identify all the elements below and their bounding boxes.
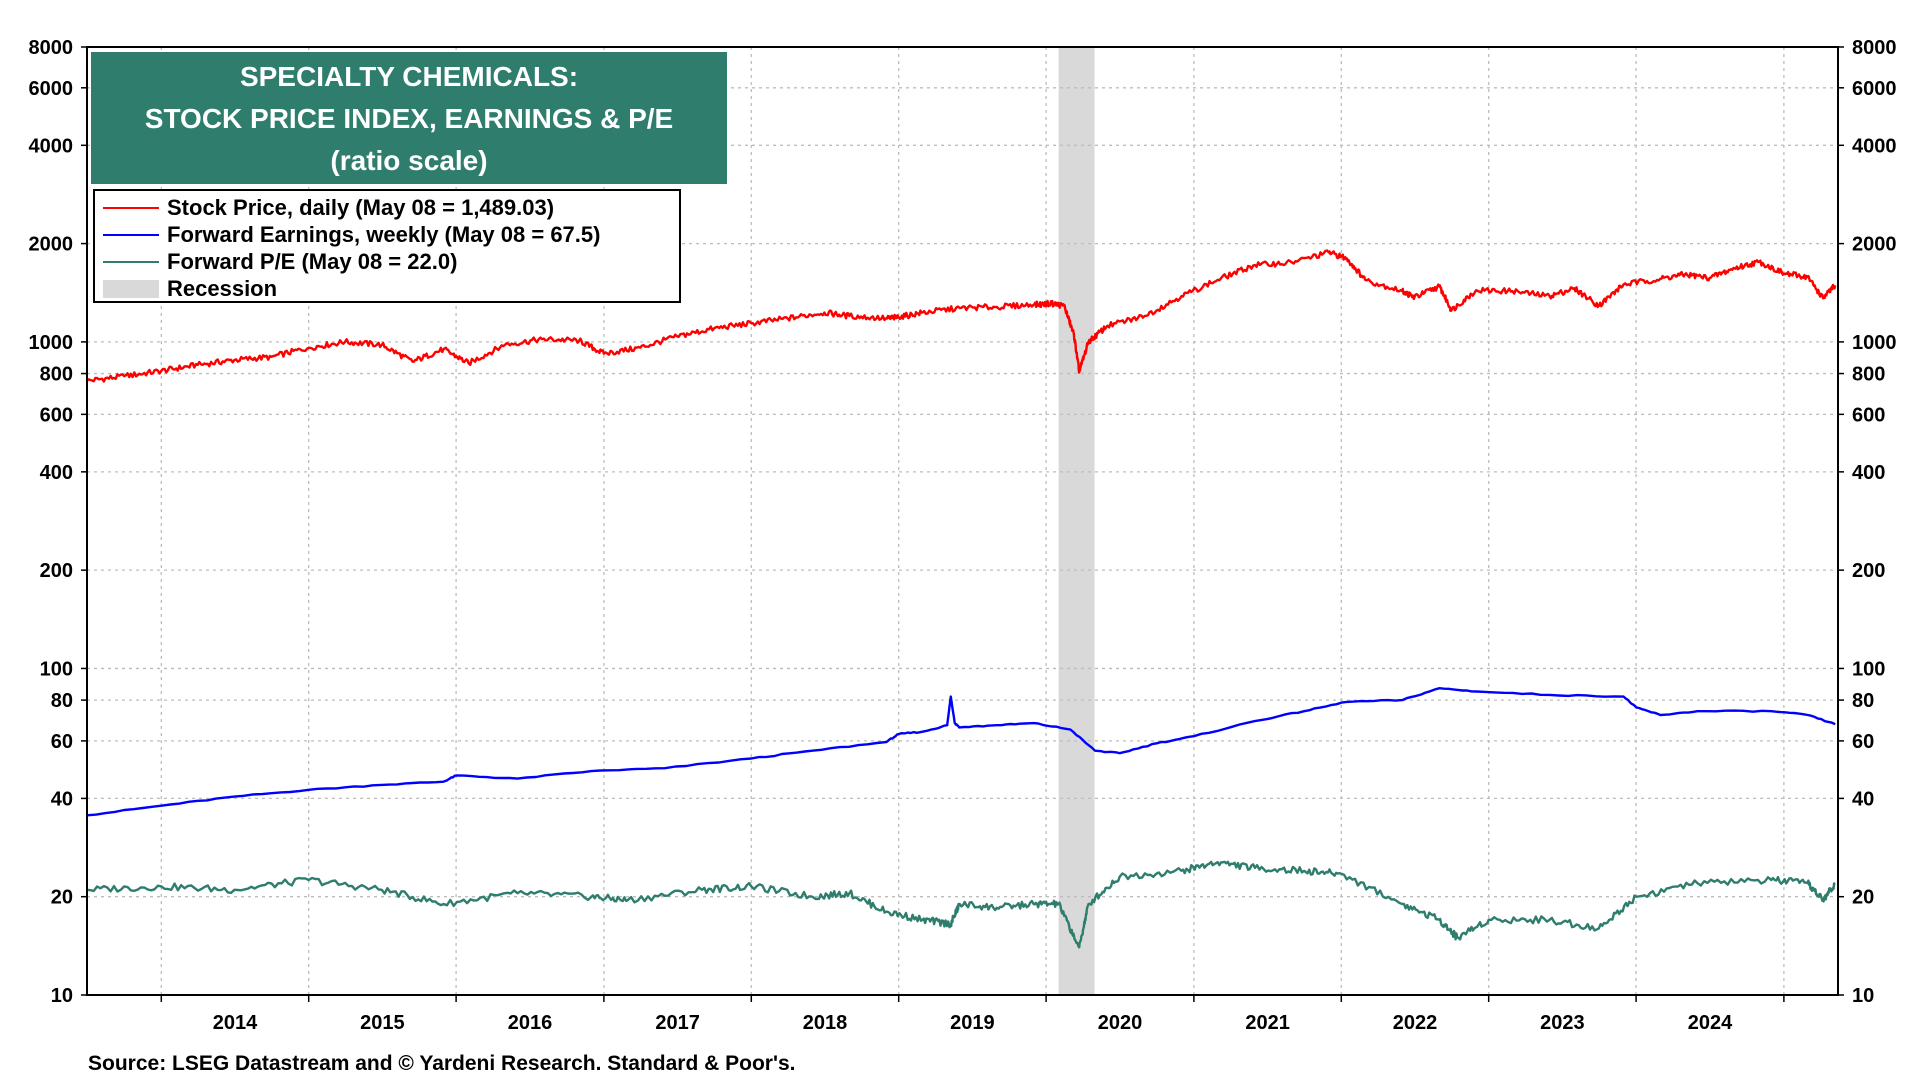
y-tick-label-left: 1000 bbox=[29, 332, 74, 354]
chart-title-line-1: SPECIALTY CHEMICALS: bbox=[239, 61, 579, 92]
chart-title-line-2: STOCK PRICE INDEX, EARNINGS & P/E bbox=[144, 103, 674, 134]
x-tick-label: 2014 bbox=[213, 1012, 258, 1034]
legend: Stock Price, daily (May 08 = 1,489.03) F… bbox=[93, 189, 681, 303]
x-tick-label: 2020 bbox=[1098, 1012, 1143, 1034]
legend-swatch-recession bbox=[103, 279, 159, 298]
legend-item-stock-price: Stock Price, daily (May 08 = 1,489.03) bbox=[103, 194, 671, 221]
y-tick-label-right: 40 bbox=[1852, 788, 1874, 810]
series-line-forward-pe bbox=[86, 860, 1836, 949]
y-tick-label-right: 600 bbox=[1852, 404, 1885, 426]
legend-swatch-forward-pe bbox=[103, 260, 159, 263]
y-tick-label-right: 8000 bbox=[1852, 37, 1897, 59]
plot-frame bbox=[86, 46, 1839, 996]
source-note: Source: LSEG Datastream and © Yardeni Re… bbox=[88, 1052, 796, 1075]
x-tick-label: 2021 bbox=[1245, 1012, 1290, 1034]
y-tick-label-right: 200 bbox=[1852, 560, 1885, 582]
y-tick-label-left: 80 bbox=[51, 690, 73, 712]
legend-item-recession: Recession bbox=[103, 275, 671, 302]
x-tick-label: 2018 bbox=[803, 1012, 848, 1034]
chart-title: SPECIALTY CHEMICALS: STOCK PRICE INDEX, … bbox=[91, 52, 727, 184]
series-line-forward-earnings bbox=[86, 687, 1836, 817]
legend-label-forward-pe: Forward P/E (May 08 = 22.0) bbox=[167, 248, 458, 274]
y-tick-label-left: 6000 bbox=[29, 78, 74, 100]
y-tick-label-right: 400 bbox=[1852, 462, 1885, 484]
y-tick-label-left: 600 bbox=[40, 404, 73, 426]
y-tick-label-left: 4000 bbox=[29, 135, 74, 157]
legend-item-forward-earnings: Forward Earnings, weekly (May 08 = 67.5) bbox=[103, 221, 671, 248]
x-tick-label: 2015 bbox=[360, 1012, 405, 1034]
y-tick-label-right: 20 bbox=[1852, 887, 1874, 909]
y-tick-label-right: 4000 bbox=[1852, 135, 1897, 157]
y-tick-label-left: 800 bbox=[40, 364, 73, 386]
series-line-stock-price bbox=[86, 249, 1837, 383]
y-tick-label-left: 40 bbox=[51, 788, 73, 810]
y-tick-label-left: 400 bbox=[40, 462, 73, 484]
legend-label-recession: Recession bbox=[167, 275, 278, 301]
x-tick-label: 2022 bbox=[1393, 1012, 1438, 1034]
y-tick-label-left: 10 bbox=[51, 985, 73, 1007]
legend-swatch-forward-earnings bbox=[103, 233, 159, 236]
y-tick-label-right: 2000 bbox=[1852, 234, 1897, 256]
legend-label-forward-earnings: Forward Earnings, weekly (May 08 = 67.5) bbox=[167, 221, 601, 247]
y-tick-label-right: 6000 bbox=[1852, 78, 1897, 100]
y-tick-label-right: 800 bbox=[1852, 364, 1885, 386]
y-tick-label-left: 200 bbox=[40, 560, 73, 582]
y-tick-label-right: 60 bbox=[1852, 731, 1874, 753]
legend-label-stock-price: Stock Price, daily (May 08 = 1,489.03) bbox=[167, 194, 555, 220]
recession-band bbox=[1058, 47, 1095, 995]
y-tick-label-right: 10 bbox=[1852, 985, 1874, 1007]
y-tick-label-left: 60 bbox=[51, 731, 73, 753]
y-tick-label-right: 80 bbox=[1852, 690, 1874, 712]
y-tick-label-left: 2000 bbox=[29, 234, 74, 256]
y-tick-label-left: 8000 bbox=[29, 37, 74, 59]
legend-swatch-stock-price bbox=[103, 206, 159, 209]
x-tick-label: 2016 bbox=[508, 1012, 553, 1034]
y-tick-label-right: 1000 bbox=[1852, 332, 1897, 354]
chart-title-line-3: (ratio scale) bbox=[330, 145, 488, 176]
y-tick-label-left: 20 bbox=[51, 887, 73, 909]
x-tick-label: 2019 bbox=[950, 1012, 995, 1034]
x-tick-label: 2023 bbox=[1540, 1012, 1585, 1034]
legend-item-forward-pe: Forward P/E (May 08 = 22.0) bbox=[103, 248, 671, 275]
x-tick-label: 2024 bbox=[1688, 1012, 1733, 1034]
y-tick-label-left: 100 bbox=[40, 658, 73, 680]
y-tick-label-right: 100 bbox=[1852, 658, 1885, 680]
x-tick-label: 2017 bbox=[655, 1012, 700, 1034]
